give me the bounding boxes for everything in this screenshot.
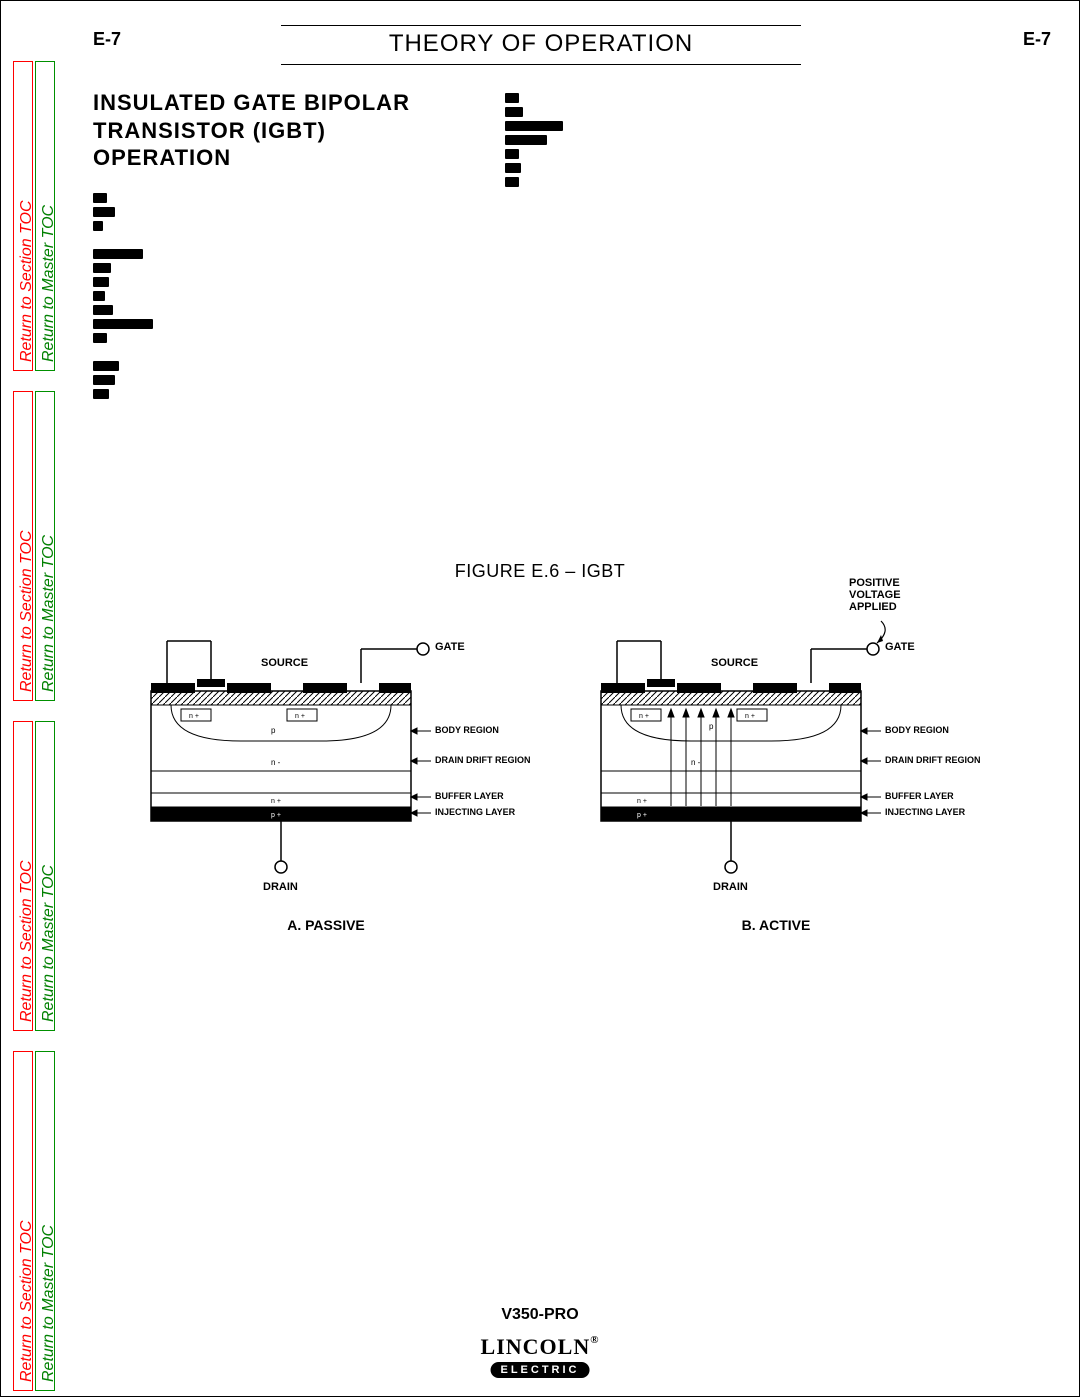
igbt-diagram-passive: n + n + p n - n + p + GATE SOURCE DRAIN … — [111, 601, 541, 931]
master-toc-label: Return to Master TOC — [40, 205, 58, 362]
registered-icon: ® — [590, 1334, 599, 1346]
svg-text:p +: p + — [271, 812, 281, 819]
svg-text:n -: n - — [271, 758, 281, 767]
section-toc-label: Return to Section TOC — [18, 200, 36, 362]
label-body-region: BODY REGION — [435, 725, 499, 735]
footer-logo: LINCOLN® ELECTRIC — [481, 1334, 600, 1378]
body-text-fragment — [505, 149, 519, 159]
svg-text:p +: p + — [637, 812, 647, 819]
body-text-fragment — [93, 333, 107, 343]
section-toc-link[interactable]: Return to Section TOC — [13, 721, 33, 1031]
side-nav: Return to Section TOCReturn to Master TO… — [13, 31, 61, 1366]
page-title-banner: THEORY OF OPERATION — [281, 25, 801, 65]
svg-text:n +: n + — [639, 713, 649, 720]
body-text-fragment — [93, 277, 109, 287]
label-drain-drift-region-b: DRAIN DRIFT REGION — [885, 755, 981, 765]
figure-caption: FIGURE E.6 – IGBT — [1, 561, 1079, 582]
igbt-diagram-active: n + n + p n - n + p + POSITIVE VOLTAGE A… — [561, 601, 991, 931]
footer-model: V350-PRO — [1, 1306, 1079, 1324]
page: Return to Section TOCReturn to Master TO… — [0, 0, 1080, 1397]
label-injecting-layer: INJECTING LAYER — [435, 807, 515, 817]
label-drain: DRAIN — [263, 881, 298, 893]
svg-text:p: p — [271, 726, 276, 735]
label-source: SOURCE — [261, 657, 308, 669]
body-text-fragment — [93, 389, 109, 399]
label-buffer-layer: BUFFER LAYER — [435, 791, 504, 801]
master-toc-link[interactable]: Return to Master TOC — [35, 721, 55, 1031]
body-text-fragment — [93, 319, 153, 329]
svg-text:n +: n + — [295, 713, 305, 720]
section-toc-label: Return to Section TOC — [18, 860, 36, 1022]
logo-brand-top-text: LINCOLN — [481, 1334, 591, 1359]
svg-text:n -: n - — [691, 758, 701, 767]
svg-text:n +: n + — [271, 798, 281, 805]
svg-text:n +: n + — [189, 713, 199, 720]
body-text-fragment — [93, 263, 111, 273]
subcaption-active: B. ACTIVE — [561, 917, 991, 933]
label-buffer-layer-b: BUFFER LAYER — [885, 791, 954, 801]
body-text-fragment — [93, 347, 513, 357]
body-column-right — [505, 89, 925, 191]
svg-text:n +: n + — [637, 798, 647, 805]
master-toc-link[interactable]: Return to Master TOC — [35, 61, 55, 371]
body-text-fragment — [505, 177, 519, 187]
label-injecting-layer-b: INJECTING LAYER — [885, 807, 965, 817]
section-toc-link[interactable]: Return to Section TOC — [13, 61, 33, 371]
label-drain-b: DRAIN — [713, 881, 748, 893]
body-text-fragment — [93, 375, 115, 385]
label-gate-b: GATE — [885, 641, 915, 653]
master-toc-label: Return to Master TOC — [40, 535, 58, 692]
body-text-fragment — [93, 193, 107, 203]
section-toc-label: Return to Section TOC — [18, 530, 36, 692]
svg-text:n +: n + — [745, 713, 755, 720]
label-drain-drift-region: DRAIN DRIFT REGION — [435, 755, 531, 765]
body-text-fragment — [505, 121, 563, 131]
body-text-fragment — [505, 93, 519, 103]
body-text-fragment — [505, 107, 523, 117]
page-number-right: E-7 — [1023, 29, 1051, 50]
body-text-fragment — [93, 221, 103, 231]
logo-brand-top: LINCOLN® — [481, 1334, 600, 1360]
master-toc-label: Return to Master TOC — [40, 1225, 58, 1382]
label-body-region-b: BODY REGION — [885, 725, 949, 735]
logo-brand-bottom: ELECTRIC — [491, 1362, 590, 1378]
body-text-fragment — [93, 249, 143, 259]
master-toc-link[interactable]: Return to Master TOC — [35, 1051, 55, 1391]
section-toc-label: Return to Section TOC — [18, 1220, 36, 1382]
label-source-b: SOURCE — [711, 657, 758, 669]
section-toc-link[interactable]: Return to Section TOC — [13, 391, 33, 701]
svg-text:p: p — [709, 722, 714, 731]
body-text-fragment — [93, 235, 513, 245]
igbt-active-svg: n + n + p n - n + p + — [561, 601, 991, 931]
section-heading: INSULATED GATE BIPOLAR TRANSISTOR (IGBT)… — [93, 89, 453, 172]
section-toc-link[interactable]: Return to Section TOC — [13, 1051, 33, 1391]
body-text-fragment — [505, 163, 521, 173]
body-text-fragment — [93, 305, 113, 315]
body-text-fragment — [93, 291, 105, 301]
subcaption-passive: A. PASSIVE — [111, 917, 541, 933]
label-positive-voltage-applied: POSITIVE VOLTAGE APPLIED — [849, 577, 901, 613]
body-text-fragment — [505, 135, 547, 145]
master-toc-label: Return to Master TOC — [40, 865, 58, 1022]
body-column-left — [93, 189, 513, 403]
master-toc-link[interactable]: Return to Master TOC — [35, 391, 55, 701]
label-gate: GATE — [435, 641, 465, 653]
body-text-fragment — [93, 207, 115, 217]
igbt-passive-svg: n + n + p n - n + p + — [111, 601, 541, 931]
body-text-fragment — [93, 361, 119, 371]
page-number-left: E-7 — [93, 29, 121, 50]
